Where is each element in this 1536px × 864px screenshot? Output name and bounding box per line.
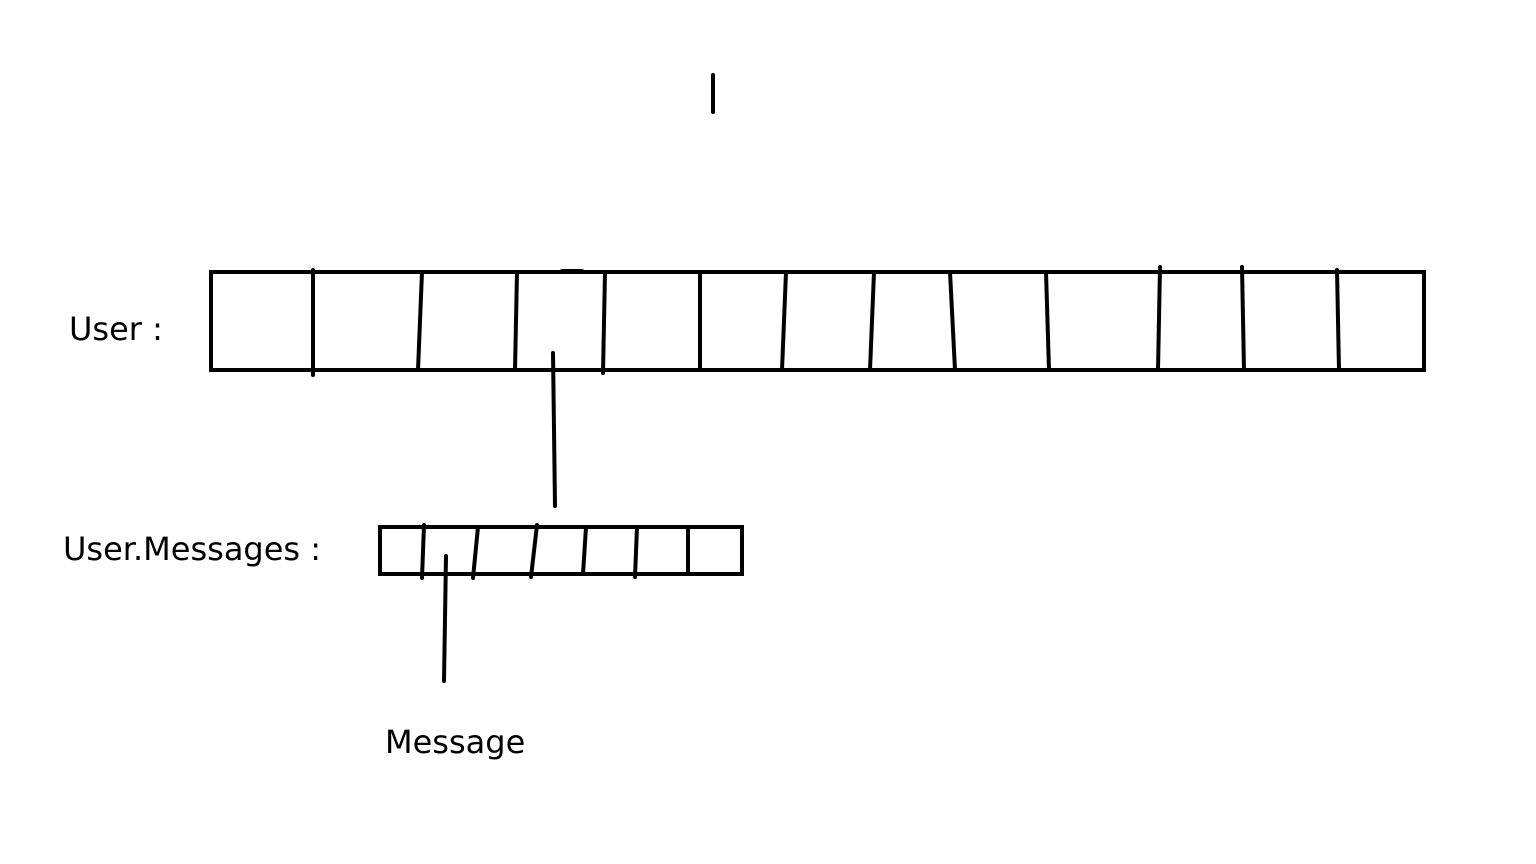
user-cell-divider [868,270,876,372]
user-label: User : [69,310,163,348]
messages-to-message-connector [442,554,448,683]
messages-cell-divider [633,525,639,579]
user-cell-divider [1335,268,1341,372]
messages-cell-divider [420,523,426,580]
user-cell-divider [416,270,424,372]
user-cell-divider [948,270,957,372]
user-array-outline [209,270,1426,372]
user-to-messages-connector [551,351,557,508]
messages-cell-divider [529,523,539,579]
user-messages-array [378,523,744,580]
user-messages-array-outline [378,525,744,576]
user-array [209,265,1426,377]
message-label: Message [385,723,525,761]
user-cell-divider [1240,265,1246,372]
messages-cell-divider [581,525,588,576]
user-cell-divider [513,270,519,372]
messages-cell-divider [471,525,480,580]
user-cell-divider [780,270,788,372]
user-cell-divider [1044,270,1051,372]
user-cell-divider [601,270,607,375]
user-cell-divider [1156,265,1162,372]
user-messages-label: User.Messages : [63,530,321,568]
